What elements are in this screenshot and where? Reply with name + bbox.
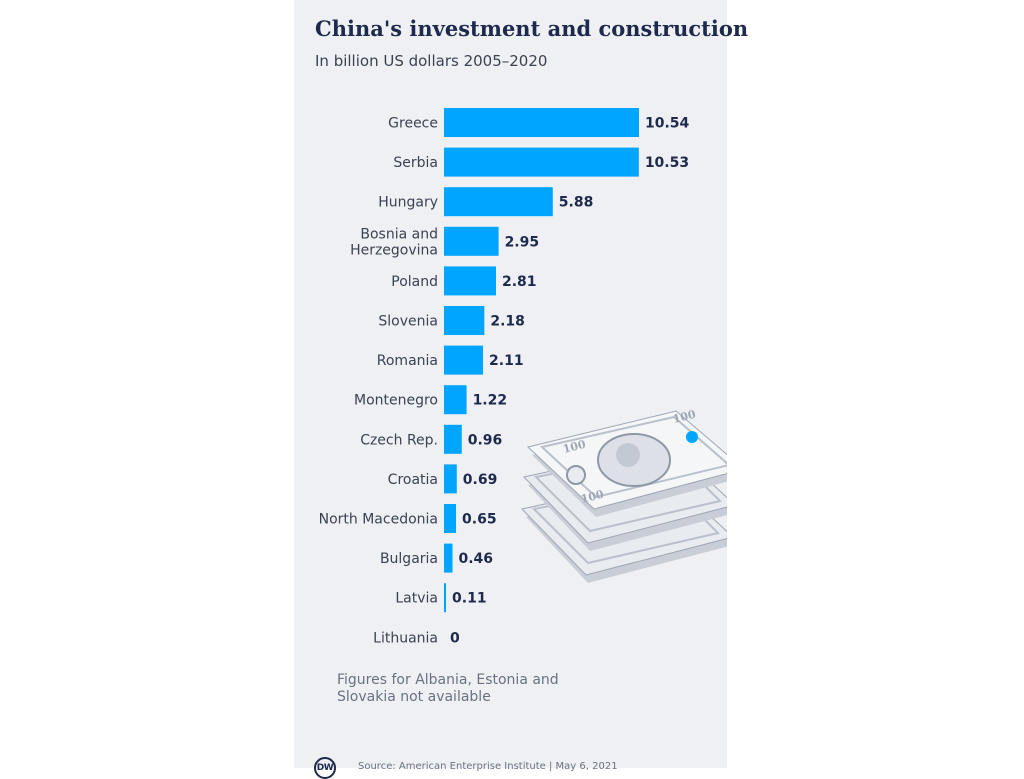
value-label: 0.69	[463, 472, 498, 488]
value-label: 2.81	[502, 274, 537, 290]
svg-text:100: 100	[580, 488, 606, 506]
dw-logo: DW	[314, 757, 336, 779]
bar-3	[444, 226, 499, 256]
svg-text:100: 100	[562, 438, 588, 456]
chart-subtitle: In billion US dollars 2005–2020	[315, 52, 548, 70]
category-label: Lithuania	[373, 630, 438, 646]
category-label: Slovenia	[378, 314, 438, 330]
value-label: 0.11	[452, 591, 487, 607]
category-label: Greece	[388, 116, 438, 132]
value-label: 0	[450, 630, 460, 646]
value-label: 5.88	[559, 195, 594, 211]
bar-10	[444, 504, 457, 533]
bar-0	[444, 108, 639, 137]
bar-11	[444, 543, 453, 573]
bar-2	[444, 187, 553, 217]
bar-6	[444, 345, 484, 375]
bar-1	[444, 147, 639, 177]
value-label: 0.96	[468, 432, 503, 448]
category-label: Serbia	[393, 155, 438, 171]
category-label: Croatia	[388, 472, 438, 488]
bar-9	[444, 464, 457, 494]
value-label: 10.54	[645, 116, 690, 132]
bar-5	[444, 306, 485, 335]
category-label: Bosnia and Herzegovina	[350, 226, 438, 258]
value-label: 0.46	[459, 551, 494, 567]
bar-8	[444, 424, 462, 454]
category-label: Montenegro	[354, 393, 438, 409]
category-label: Hungary	[378, 195, 438, 211]
bar-4	[444, 266, 496, 296]
dollar-bills-stack-icon: 100 100 100	[518, 405, 727, 590]
category-label: Latvia	[395, 591, 438, 607]
category-label: Czech Rep.	[360, 432, 438, 448]
value-label: 2.11	[489, 353, 524, 369]
category-label: Bulgaria	[380, 551, 438, 567]
category-label: Romania	[377, 353, 438, 369]
infographic-panel: China's investment and construction In b…	[294, 0, 748, 779]
value-label: 0.65	[462, 512, 497, 528]
footnote: Figures for Albania, Estonia and Slovaki…	[337, 672, 559, 705]
value-label: 2.95	[505, 234, 540, 250]
chart-title: China's investment and construction	[315, 16, 749, 41]
category-label: North Macedonia	[319, 512, 438, 528]
category-label: Poland	[391, 274, 438, 290]
svg-text:100: 100	[672, 408, 698, 426]
value-label: 10.53	[645, 155, 689, 171]
bar-chart: Greece 10.54 Serbia 10.53 Hungary 5.88 Bosnia …	[319, 108, 690, 646]
bar-12	[444, 583, 447, 613]
value-label: 2.18	[490, 314, 525, 330]
source-line: Source: American Enterprise Institute | …	[358, 761, 618, 772]
bar-7	[444, 385, 467, 415]
value-label: 1.22	[473, 393, 508, 409]
